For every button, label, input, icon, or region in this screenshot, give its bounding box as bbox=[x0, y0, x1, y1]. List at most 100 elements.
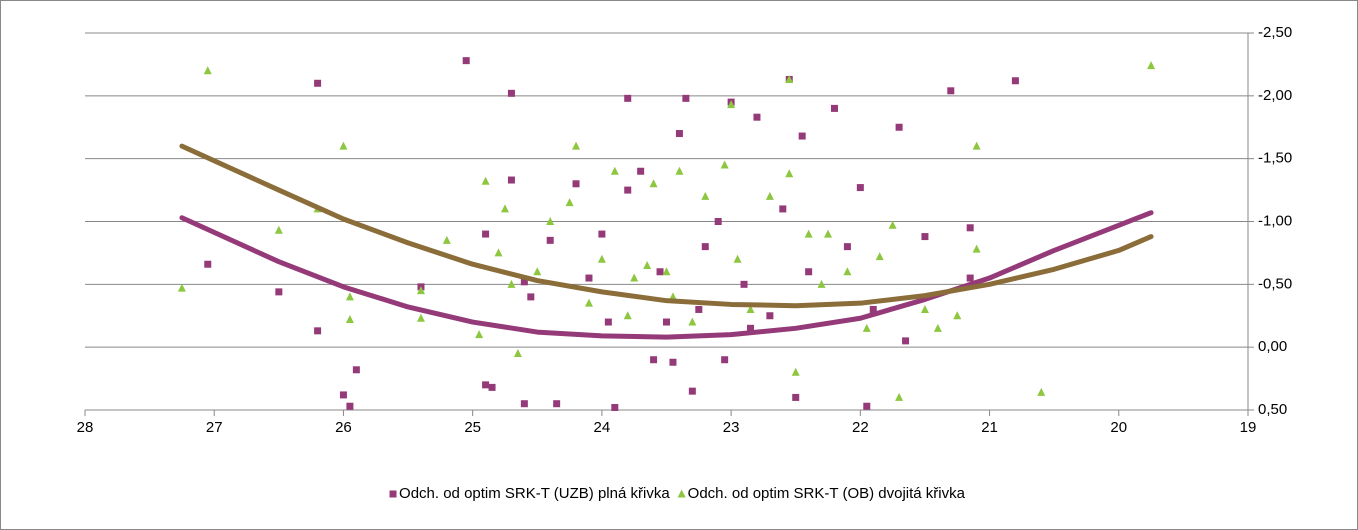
marker bbox=[572, 180, 580, 188]
marker bbox=[346, 402, 354, 410]
marker bbox=[721, 356, 729, 364]
marker bbox=[482, 381, 490, 389]
x-tick-label: 20 bbox=[1110, 419, 1127, 436]
y-tick-label: -1,50 bbox=[1258, 150, 1292, 167]
marker bbox=[500, 204, 509, 213]
marker bbox=[662, 267, 671, 276]
marker bbox=[798, 132, 806, 140]
marker bbox=[888, 220, 897, 229]
marker bbox=[204, 260, 212, 268]
marker bbox=[177, 283, 186, 292]
marker bbox=[203, 66, 212, 75]
x-tick-label: 19 bbox=[1240, 419, 1257, 436]
marker bbox=[746, 304, 755, 313]
marker bbox=[630, 273, 639, 282]
marker bbox=[920, 304, 929, 313]
marker bbox=[785, 169, 794, 178]
y-tick-label: -1,00 bbox=[1258, 212, 1292, 229]
marker bbox=[274, 225, 283, 234]
marker bbox=[766, 312, 774, 320]
marker bbox=[624, 186, 632, 194]
marker bbox=[746, 324, 754, 332]
marker bbox=[714, 218, 722, 225]
marker bbox=[345, 315, 354, 324]
marker bbox=[597, 254, 606, 263]
y-tick-label: -2,00 bbox=[1258, 87, 1292, 104]
marker bbox=[507, 176, 515, 184]
marker bbox=[688, 317, 697, 326]
legend-label: Odch. od optim SRK-T (OB) dvojitá křivka bbox=[688, 485, 966, 502]
marker bbox=[1011, 77, 1019, 85]
y-tick-label: 0,00 bbox=[1258, 338, 1287, 355]
y-tick-label: -0,50 bbox=[1258, 275, 1292, 292]
marker bbox=[966, 224, 974, 232]
marker bbox=[585, 274, 593, 282]
marker bbox=[416, 313, 425, 322]
marker bbox=[817, 279, 826, 288]
marker bbox=[688, 387, 696, 395]
x-tick-label: 22 bbox=[852, 419, 869, 436]
marker bbox=[637, 167, 645, 175]
marker bbox=[830, 104, 838, 112]
legend-label: Odch. od optim SRK-T (UZB) plná křivka bbox=[399, 485, 670, 502]
marker bbox=[966, 274, 974, 282]
marker bbox=[649, 179, 658, 188]
marker bbox=[733, 254, 742, 263]
marker bbox=[553, 400, 561, 408]
marker bbox=[947, 87, 955, 95]
marker bbox=[475, 330, 484, 339]
x-tick-label: 28 bbox=[77, 419, 94, 436]
marker bbox=[779, 205, 787, 213]
marker bbox=[507, 89, 515, 97]
marker bbox=[824, 229, 833, 238]
marker bbox=[805, 268, 813, 276]
marker bbox=[1037, 387, 1046, 396]
marker bbox=[862, 323, 871, 332]
marker bbox=[650, 356, 658, 364]
marker bbox=[481, 176, 490, 185]
marker bbox=[572, 141, 581, 150]
marker bbox=[895, 123, 903, 131]
marker bbox=[513, 348, 522, 357]
y-tick-label: 0,50 bbox=[1258, 401, 1287, 418]
marker bbox=[546, 217, 555, 225]
marker bbox=[785, 74, 794, 83]
marker bbox=[972, 244, 981, 253]
x-tick-label: 24 bbox=[594, 419, 611, 436]
marker bbox=[533, 267, 542, 276]
marker bbox=[643, 260, 652, 269]
marker bbox=[727, 100, 736, 109]
x-tick-label: 26 bbox=[335, 419, 352, 436]
marker bbox=[546, 236, 554, 244]
marker bbox=[507, 279, 516, 288]
marker bbox=[416, 286, 425, 295]
marker bbox=[611, 403, 619, 411]
marker bbox=[753, 113, 761, 121]
marker bbox=[843, 267, 852, 276]
marker bbox=[604, 318, 612, 326]
marker bbox=[598, 230, 606, 238]
marker bbox=[682, 94, 690, 102]
marker bbox=[695, 305, 703, 313]
marker bbox=[520, 278, 528, 286]
marker bbox=[527, 293, 535, 301]
marker bbox=[623, 311, 632, 320]
marker bbox=[610, 166, 619, 175]
marker bbox=[953, 311, 962, 320]
marker bbox=[339, 391, 347, 399]
marker bbox=[875, 252, 884, 261]
marker bbox=[584, 298, 593, 307]
marker bbox=[972, 141, 981, 150]
marker bbox=[921, 233, 929, 241]
marker bbox=[791, 367, 800, 376]
marker bbox=[656, 268, 664, 276]
marker bbox=[565, 198, 574, 207]
marker bbox=[275, 288, 283, 296]
marker bbox=[869, 305, 877, 313]
marker bbox=[675, 166, 684, 175]
marker bbox=[701, 191, 710, 200]
trendline bbox=[179, 210, 1154, 340]
marker bbox=[933, 323, 942, 332]
